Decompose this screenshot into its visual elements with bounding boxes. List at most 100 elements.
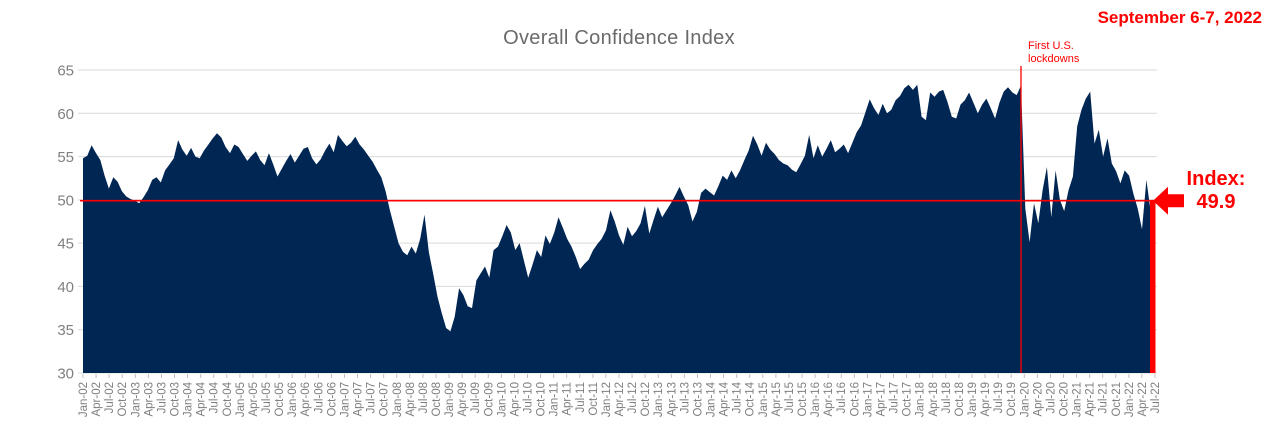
x-tick-label: Apr-19 <box>980 382 992 417</box>
x-tick-label: Apr-05 <box>248 382 260 417</box>
x-tick-label: Jul-12 <box>627 382 639 413</box>
x-tick-label: Oct-11 <box>588 382 600 416</box>
x-tick-label: Jan-10 <box>496 382 508 417</box>
y-tick-label: 60 <box>57 106 74 123</box>
chart-title: Overall Confidence Index <box>503 27 735 49</box>
x-tick-label: Jan-14 <box>706 381 718 417</box>
x-tick-label: Oct-21 <box>1111 382 1123 417</box>
x-tick-label: Oct-17 <box>902 382 914 417</box>
x-tick-label: Oct-07 <box>379 382 391 417</box>
x-tick-label: Jan-22 <box>1124 382 1136 417</box>
y-tick-label: 50 <box>57 192 74 209</box>
x-tick-label: Jul-08 <box>418 382 430 413</box>
x-tick-label: Oct-19 <box>1006 382 1018 417</box>
x-tick-label: Oct-03 <box>170 382 182 417</box>
x-tick-label: Apr-03 <box>143 382 155 417</box>
x-tick-label: Oct-06 <box>326 382 338 417</box>
x-tick-label: Apr-10 <box>509 382 521 417</box>
x-tick-label: Jan-21 <box>1072 382 1084 417</box>
x-tick-label: Apr-21 <box>1085 382 1097 417</box>
left-arrow-icon <box>1153 186 1184 215</box>
x-tick-label: Jan-11 <box>549 382 561 416</box>
x-tick-label: Jan-04 <box>183 381 195 417</box>
x-tick-label: Jul-03 <box>156 382 168 413</box>
x-tick-label: Jan-09 <box>444 382 456 417</box>
x-tick-label: Oct-18 <box>954 382 966 417</box>
x-tick-label: Jul-17 <box>889 382 901 413</box>
x-tick-label: Apr-17 <box>875 382 887 417</box>
x-tick-label: Jul-04 <box>209 381 221 413</box>
x-tick-label: Apr-09 <box>457 382 469 417</box>
x-tick-label: Jul-22 <box>1150 382 1162 413</box>
x-tick-label: Jan-12 <box>601 382 613 417</box>
x-tick-label: Jan-16 <box>810 382 822 417</box>
x-tick-label: Jul-15 <box>784 382 796 413</box>
x-tick-label: Jul-13 <box>679 382 691 413</box>
x-tick-label: Apr-16 <box>823 382 835 417</box>
x-tick-label: Jul-19 <box>993 382 1005 413</box>
y-tick-label: 55 <box>57 149 74 166</box>
end-highlight-bar <box>1150 200 1156 373</box>
x-tick-label: Jan-05 <box>235 382 247 417</box>
x-tick-label: Jul-02 <box>104 382 116 413</box>
x-tick-label: Jul-05 <box>261 382 273 413</box>
x-tick-label: Oct-02 <box>117 382 129 417</box>
x-tick-label: Jan-18 <box>915 382 927 417</box>
x-tick-label: Oct-05 <box>274 382 286 417</box>
confidence-area-series <box>83 84 1155 373</box>
x-tick-label: Oct-13 <box>692 382 704 417</box>
x-tick-label: Apr-11 <box>562 382 574 416</box>
x-tick-label: Apr-15 <box>771 382 783 417</box>
x-tick-label: Jan-06 <box>287 382 299 417</box>
x-tick-label: Apr-13 <box>666 382 678 417</box>
x-tick-label: Jul-14 <box>732 381 744 413</box>
x-tick-label: Oct-15 <box>797 382 809 417</box>
x-tick-label: Apr-04 <box>196 381 208 416</box>
x-tick-label: Apr-14 <box>719 381 731 416</box>
x-tick-label: Jan-13 <box>653 382 665 417</box>
lockdown-annotation-label: First U.S. lockdowns <box>1028 40 1080 65</box>
x-tick-label: Oct-16 <box>849 382 861 417</box>
index-annotation-label: Index: <box>1186 168 1246 190</box>
x-tick-label: Jul-18 <box>941 382 953 413</box>
x-tick-label: Jan-19 <box>967 382 979 417</box>
index-annotation: Index: 49.9 <box>1178 168 1254 214</box>
x-tick-label: Jan-15 <box>758 382 770 417</box>
x-tick-label: Jul-21 <box>1098 382 1110 413</box>
x-tick-label: Jul-09 <box>470 382 482 413</box>
x-tick-label: Apr-12 <box>614 382 626 417</box>
x-tick-label: Jul-16 <box>836 382 848 413</box>
survey-date-label: September 6-7, 2022 <box>1097 8 1262 27</box>
x-tick-label: Oct-14 <box>745 381 757 416</box>
x-tick-label: Jul-06 <box>313 382 325 413</box>
index-annotation-value: 49.9 <box>1196 191 1236 213</box>
x-tick-label: Apr-06 <box>300 382 312 417</box>
x-tick-label: Jan-03 <box>130 382 142 417</box>
y-tick-label: 40 <box>57 279 74 296</box>
x-tick-label: Oct-10 <box>536 382 548 417</box>
x-tick-label: Jul-07 <box>366 382 378 413</box>
x-tick-label: Oct-20 <box>1058 382 1070 417</box>
x-tick-label: Jan-17 <box>862 382 874 417</box>
y-tick-label: 45 <box>57 236 74 253</box>
x-tick-label: Oct-04 <box>222 381 234 416</box>
y-tick-label: 65 <box>57 63 74 80</box>
x-tick-label: Apr-08 <box>405 382 417 417</box>
x-tick-label: Apr-07 <box>353 382 365 417</box>
x-tick-label: Oct-12 <box>640 382 652 417</box>
x-tick-label: Apr-18 <box>928 382 940 417</box>
x-tick-label: Jan-08 <box>392 382 404 417</box>
x-tick-label: Jan-20 <box>1019 382 1031 417</box>
x-tick-label: Jul-10 <box>522 382 534 413</box>
x-tick-label: Jul-20 <box>1045 382 1057 413</box>
x-tick-label: Jan-02 <box>78 382 90 417</box>
y-tick-label: 30 <box>57 366 74 383</box>
x-tick-label: Jul-11 <box>575 382 587 412</box>
x-tick-label: Jan-07 <box>339 382 351 417</box>
y-tick-label: 35 <box>57 322 74 339</box>
x-tick-label: Apr-20 <box>1032 382 1044 417</box>
x-tick-label: Oct-08 <box>431 382 443 417</box>
x-tick-label: Oct-09 <box>483 382 495 417</box>
